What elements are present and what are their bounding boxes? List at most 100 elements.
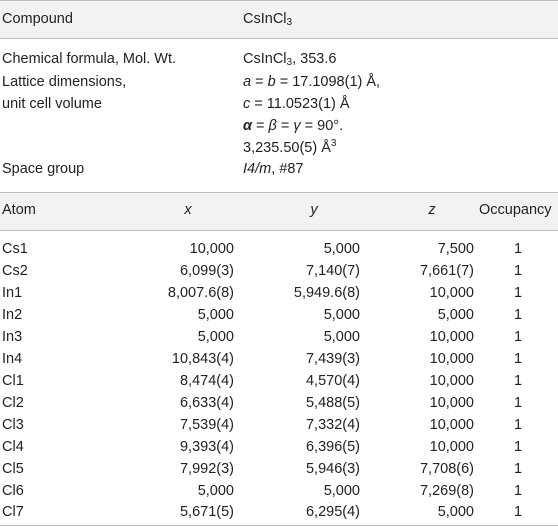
cell-x: 7,992(3) bbox=[179, 461, 234, 477]
cell-atom: Cl3 bbox=[2, 417, 24, 433]
cell-z: 5,000 bbox=[437, 307, 474, 323]
table-row: Cl3 7,539(4) 7,332(4) 10,000 1 bbox=[0, 416, 558, 438]
cell-y: 7,140(7) bbox=[305, 263, 360, 279]
col-header-x: x bbox=[184, 202, 192, 218]
cell-atom: Cl4 bbox=[2, 439, 24, 455]
header-band bbox=[0, 0, 558, 38]
cell-x: 9,393(4) bbox=[179, 439, 234, 455]
space-group-label: Space group bbox=[2, 161, 85, 177]
table-row: Cl1 8,474(4) 4,570(4) 10,000 1 bbox=[0, 372, 558, 394]
cell-z: 7,269(8) bbox=[419, 483, 474, 499]
table-row: In1 8,007.6(8) 5,949.6(8) 10,000 1 bbox=[0, 284, 558, 306]
table-row: Cl5 7,992(3) 5,946(3) 7,708(6) 1 bbox=[0, 460, 558, 482]
cell-x: 8,007.6(8) bbox=[167, 285, 234, 301]
cell-occupancy: 1 bbox=[513, 373, 523, 389]
table-row: In2 5,000 5,000 5,000 1 bbox=[0, 306, 558, 328]
cell-z: 7,500 bbox=[437, 241, 474, 257]
cell-occupancy: 1 bbox=[513, 285, 523, 301]
cell-z: 7,708(6) bbox=[419, 461, 474, 477]
meta-bottom-rule bbox=[0, 192, 558, 193]
cell-z: 10,000 bbox=[429, 285, 474, 301]
space-group-value: I4/m, #87 bbox=[243, 161, 304, 177]
cell-occupancy: 1 bbox=[513, 461, 523, 477]
cell-z: 10,000 bbox=[429, 395, 474, 411]
lattice-c: c = 11.0523(1) Å bbox=[243, 96, 350, 112]
lattice-ab: a = b = 17.1098(1) Å, bbox=[243, 74, 381, 90]
cell-y: 5,000 bbox=[323, 241, 360, 257]
cell-y: 5,488(5) bbox=[305, 395, 360, 411]
cell-z: 7,661(7) bbox=[419, 263, 474, 279]
cell-atom: In1 bbox=[2, 285, 23, 301]
cell-z: 10,000 bbox=[429, 417, 474, 433]
table-row: Cl4 9,393(4) 6,396(5) 10,000 1 bbox=[0, 438, 558, 460]
table-row: In3 5,000 5,000 10,000 1 bbox=[0, 328, 558, 350]
table-row: In4 10,843(4) 7,439(3) 10,000 1 bbox=[0, 350, 558, 372]
cell-y: 7,332(4) bbox=[305, 417, 360, 433]
table-row: Cs1 10,000 5,000 7,500 1 bbox=[0, 240, 558, 262]
cell-y: 6,295(4) bbox=[305, 504, 360, 520]
cell-occupancy: 1 bbox=[513, 395, 523, 411]
table-row: Cs2 6,099(3) 7,140(7) 7,661(7) 1 bbox=[0, 262, 558, 284]
cell-x: 5,000 bbox=[197, 307, 234, 323]
col-header-y: y bbox=[310, 202, 318, 218]
cell-z: 10,000 bbox=[429, 439, 474, 455]
col-header-atom: Atom bbox=[2, 202, 36, 218]
cell-atom: Cs2 bbox=[2, 263, 28, 279]
formula-value: CsInCl3, 353.6 bbox=[243, 51, 337, 68]
top-rule bbox=[0, 0, 558, 1]
cell-y: 7,439(3) bbox=[305, 351, 360, 367]
cell-atom: Cs1 bbox=[2, 241, 28, 257]
cell-occupancy: 1 bbox=[513, 504, 523, 520]
cell-occupancy: 1 bbox=[513, 439, 523, 455]
table-row: Cl2 6,633(4) 5,488(5) 10,000 1 bbox=[0, 394, 558, 416]
cell-occupancy: 1 bbox=[513, 329, 523, 345]
cell-y: 5,000 bbox=[323, 329, 360, 345]
cell-atom: Cl6 bbox=[2, 483, 24, 499]
cell-atom: Cl1 bbox=[2, 373, 24, 389]
cell-z: 5,000 bbox=[437, 504, 474, 520]
cell-occupancy: 1 bbox=[513, 307, 523, 323]
cell-y: 5,000 bbox=[323, 483, 360, 499]
col-header-z: z bbox=[428, 202, 436, 218]
cell-z: 10,000 bbox=[429, 329, 474, 345]
cell-y: 5,946(3) bbox=[305, 461, 360, 477]
cell-atom: Cl7 bbox=[2, 504, 24, 520]
cell-volume: 3,235.50(5) Å3 bbox=[243, 138, 337, 157]
cell-x: 6,633(4) bbox=[179, 395, 234, 411]
cell-atom: In2 bbox=[2, 307, 23, 323]
cell-y: 4,570(4) bbox=[305, 373, 360, 389]
atom-header-rule bbox=[0, 230, 558, 231]
cell-y: 6,396(5) bbox=[305, 439, 360, 455]
cell-atom: Cl5 bbox=[2, 461, 24, 477]
formula-label: Chemical formula, Mol. Wt. bbox=[2, 51, 177, 67]
cell-atom: In3 bbox=[2, 329, 23, 345]
cell-x: 5,000 bbox=[197, 483, 234, 499]
cell-z: 10,000 bbox=[429, 373, 474, 389]
cell-x: 5,671(5) bbox=[179, 504, 234, 520]
cell-x: 10,843(4) bbox=[171, 351, 234, 367]
table-row: Cl6 5,000 5,000 7,269(8) 1 bbox=[0, 482, 558, 504]
atom-header-band bbox=[0, 192, 558, 230]
cell-x: 7,539(4) bbox=[179, 417, 234, 433]
compound-label: Compound bbox=[2, 11, 73, 27]
cell-occupancy: 1 bbox=[513, 351, 523, 367]
cell-x: 8,474(4) bbox=[179, 373, 234, 389]
cell-occupancy: 1 bbox=[513, 417, 523, 433]
cell-occupancy: 1 bbox=[513, 241, 523, 257]
cell-occupancy: 1 bbox=[513, 263, 523, 279]
cell-occupancy: 1 bbox=[513, 483, 523, 499]
header-rule bbox=[0, 38, 558, 39]
compound-value: CsInCl3 bbox=[243, 11, 293, 28]
cell-atom: In4 bbox=[2, 351, 23, 367]
col-header-occupancy: Occupancy bbox=[479, 202, 552, 218]
lattice-label-2: unit cell volume bbox=[2, 96, 102, 112]
lattice-label-1: Lattice dimensions, bbox=[2, 74, 127, 90]
cell-x: 6,099(3) bbox=[179, 263, 234, 279]
cell-z: 10,000 bbox=[429, 351, 474, 367]
cell-atom: Cl2 bbox=[2, 395, 24, 411]
cell-y: 5,949.6(8) bbox=[293, 285, 360, 301]
cell-x: 5,000 bbox=[197, 329, 234, 345]
cell-y: 5,000 bbox=[323, 307, 360, 323]
cell-x: 10,000 bbox=[189, 241, 234, 257]
